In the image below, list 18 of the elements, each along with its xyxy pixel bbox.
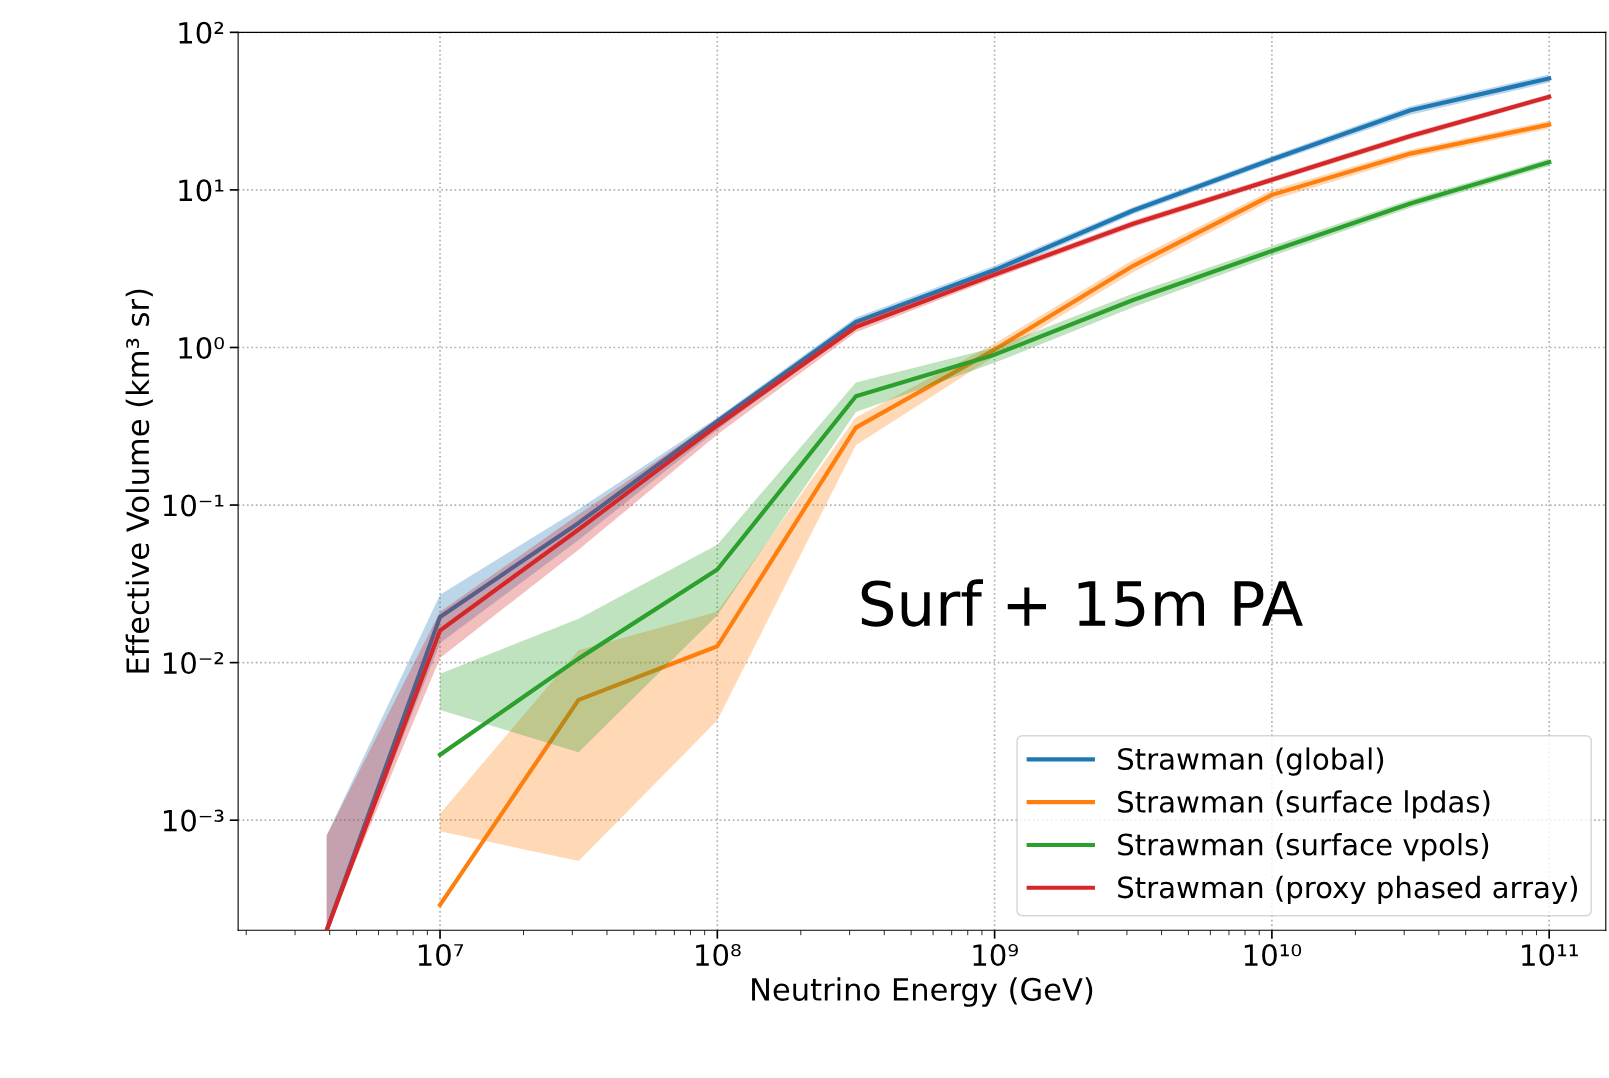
annotation: Surf + 15m PA xyxy=(861,579,1303,627)
y-tick-label: 10⁻¹ xyxy=(163,494,224,517)
y-tick-label: 10⁻² xyxy=(163,652,224,675)
x-tick-label: 10¹¹ xyxy=(1522,944,1578,967)
x-tick-label: 10¹⁰ xyxy=(1244,944,1302,967)
y-axis-title: Effective Volume (km³ sr) xyxy=(125,289,153,673)
legend-label: Strawman (proxy phased array) xyxy=(1118,875,1578,905)
y-tick-label: 10⁻³ xyxy=(163,809,224,832)
legend-label: Strawman (surface lpdas) xyxy=(1118,790,1490,819)
legend-label: Strawman (global) xyxy=(1118,747,1384,776)
x-axis-title: Neutrino Energy (GeV) xyxy=(752,977,1093,1007)
x-tick-label: 10⁷ xyxy=(418,944,464,967)
y-tick-label: 10⁰ xyxy=(179,336,224,359)
y-tick-label: 10² xyxy=(179,21,224,44)
x-tick-label: 10⁸ xyxy=(696,944,741,967)
x-tick-label: 10⁹ xyxy=(973,944,1018,967)
y-tick-label: 10¹ xyxy=(179,179,224,202)
legend-label: Strawman (surface vpols) xyxy=(1118,833,1489,862)
